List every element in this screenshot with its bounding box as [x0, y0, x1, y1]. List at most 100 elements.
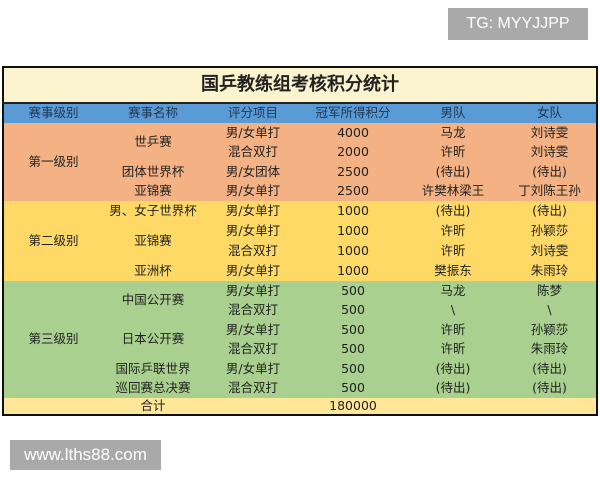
- event-name-cell: 国际乒联世界: [103, 359, 203, 379]
- event-name-cell: 亚洲杯: [103, 261, 203, 281]
- table-row: 混合双打 500 \ \: [3, 300, 598, 320]
- level-cell: 第一级别: [3, 123, 103, 201]
- item-cell: 混合双打: [203, 339, 303, 359]
- points-cell: 2000: [303, 142, 403, 162]
- level-cell: 第三级别: [3, 281, 103, 398]
- total-label: 合计: [103, 398, 203, 415]
- points-cell: 2500: [303, 181, 403, 201]
- column-header: 冠军所得积分: [303, 103, 403, 123]
- item-cell: 混合双打: [203, 241, 303, 261]
- event-name-cell: 亚锦赛: [103, 221, 203, 261]
- men-cell: (待出): [403, 359, 503, 379]
- women-cell: 朱雨玲: [503, 261, 598, 281]
- table-row: 巡回赛总决赛 混合双打 500 (待出) (待出): [3, 378, 598, 398]
- points-cell: 500: [303, 339, 403, 359]
- column-header: 赛事级别: [3, 103, 103, 123]
- event-name-cell: 团体世界杯: [103, 162, 203, 182]
- item-cell: 混合双打: [203, 300, 303, 320]
- points-table: 国乒教练组考核积分统计 赛事级别 赛事名称 评分项目 冠军所得积分 男队 女队 第一级别 世乒赛…: [2, 66, 599, 416]
- points-cell: 500: [303, 378, 403, 398]
- level-cell: 第二级别: [3, 201, 103, 281]
- table-row: 国际乒联世界 男/女单打 500 (待出) (待出): [3, 359, 598, 379]
- women-cell: 朱雨玲: [503, 339, 598, 359]
- total-points: 180000: [303, 398, 403, 415]
- empty-cell: [503, 398, 598, 415]
- men-cell: 许昕: [403, 221, 503, 241]
- item-cell: 男/女单打: [203, 201, 303, 221]
- title-row: 国乒教练组考核积分统计: [3, 67, 598, 104]
- total-row: 合计 180000: [3, 398, 598, 415]
- table-row: 第一级别 世乒赛 男/女单打 4000 马龙 刘诗雯: [3, 123, 598, 201]
- women-cell: (待出): [503, 162, 598, 182]
- women-cell: (待出): [503, 201, 598, 221]
- points-cell: 500: [303, 359, 403, 379]
- women-cell: 丁刘陈王孙: [503, 181, 598, 201]
- men-cell: \: [403, 300, 503, 320]
- header-row: 赛事级别 赛事名称 评分项目 冠军所得积分 男队 女队: [3, 103, 598, 123]
- event-name-cell: 亚锦赛: [103, 181, 203, 201]
- women-cell: 孙颖莎: [503, 320, 598, 340]
- women-cell: (待出): [503, 359, 598, 379]
- points-cell: 500: [303, 281, 403, 301]
- item-cell: 男/女单打: [203, 281, 303, 301]
- points-cell: 1000: [303, 201, 403, 221]
- item-cell: 男/女单打: [203, 181, 303, 201]
- empty-cell: [3, 398, 103, 415]
- men-cell: (待出): [403, 378, 503, 398]
- women-cell: 刘诗雯: [503, 241, 598, 261]
- table-row: 团体世界杯 男/女团体 2500 (待出) (待出): [3, 162, 598, 182]
- table-row: 混合双打 1000 许昕 刘诗雯: [3, 241, 598, 261]
- points-cell: 1000: [303, 221, 403, 241]
- points-cell: 1000: [303, 261, 403, 281]
- women-cell: 陈梦: [503, 281, 598, 301]
- women-cell: 刘诗雯: [503, 142, 598, 162]
- men-cell: 樊振东: [403, 261, 503, 281]
- points-cell: 1000: [303, 241, 403, 261]
- table-row: 亚洲杯 男/女单打 1000 樊振东 朱雨玲: [3, 261, 598, 281]
- column-header: 赛事名称: [103, 103, 203, 123]
- table-row: 混合双打 500 许昕 朱雨玲: [3, 339, 598, 359]
- event-name-cell: 中国公开赛: [103, 281, 203, 320]
- points-cell: 500: [303, 300, 403, 320]
- table-row: 亚锦赛 男/女单打 1000 许昕 孙颖莎: [3, 221, 598, 261]
- men-cell: (待出): [403, 162, 503, 182]
- women-cell: \: [503, 300, 598, 320]
- table-row: 日本公开赛 男/女单打 500 许昕 孙颖莎: [3, 320, 598, 359]
- points-cell: 500: [303, 320, 403, 340]
- empty-cell: [403, 398, 503, 415]
- event-name-cell: 世乒赛: [103, 123, 203, 162]
- women-cell: 刘诗雯: [503, 123, 598, 143]
- table-row: 混合双打 2000 许昕 刘诗雯: [3, 142, 598, 162]
- men-cell: 马龙: [403, 123, 503, 143]
- watermark-top: TG: MYYJJPP: [448, 8, 588, 40]
- watermark-bottom: www.lths88.com: [10, 440, 161, 470]
- table-title: 国乒教练组考核积分统计: [3, 67, 598, 104]
- event-name-cell: 男、女子世界杯: [103, 201, 203, 221]
- women-cell: (待出): [503, 378, 598, 398]
- men-cell: (待出): [403, 201, 503, 221]
- event-name-cell: 巡回赛总决赛: [103, 378, 203, 398]
- event-name-cell: 日本公开赛: [103, 320, 203, 359]
- men-cell: 许昕: [403, 320, 503, 340]
- item-cell: 男/女单打: [203, 261, 303, 281]
- empty-cell: [203, 398, 303, 415]
- table-row: 亚锦赛 男/女单打 2500 许樊林梁王 丁刘陈王孙: [3, 181, 598, 201]
- item-cell: 男/女团体: [203, 162, 303, 182]
- column-header: 男队: [403, 103, 503, 123]
- men-cell: 马龙: [403, 281, 503, 301]
- item-cell: 男/女单打: [203, 320, 303, 340]
- table-row: 第二级别 男、女子世界杯 男/女单打 1000 (待出) (待出): [3, 201, 598, 281]
- women-cell: 孙颖莎: [503, 221, 598, 241]
- item-cell: 混合双打: [203, 142, 303, 162]
- men-cell: 许昕: [403, 142, 503, 162]
- item-cell: 男/女单打: [203, 221, 303, 241]
- points-cell: 2500: [303, 162, 403, 182]
- men-cell: 许樊林梁王: [403, 181, 503, 201]
- item-cell: 男/女单打: [203, 359, 303, 379]
- column-header: 评分项目: [203, 103, 303, 123]
- points-cell: 4000: [303, 123, 403, 143]
- table-row: 第三级别 中国公开赛 男/女单打 500 马龙 陈梦: [3, 281, 598, 398]
- item-cell: 男/女单打: [203, 123, 303, 143]
- men-cell: 许昕: [403, 241, 503, 261]
- item-cell: 混合双打: [203, 378, 303, 398]
